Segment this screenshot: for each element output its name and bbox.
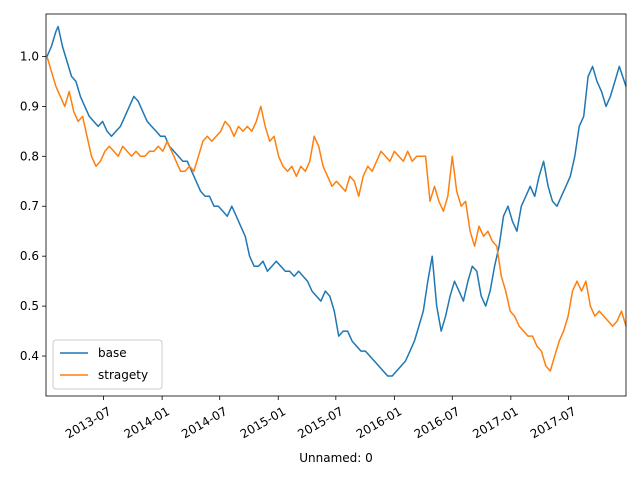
legend-label-base: base	[98, 346, 127, 360]
x-axis-label: Unnamed: 0	[299, 451, 373, 465]
y-tick-label: 0.4	[20, 349, 39, 363]
y-tick-label: 1.0	[20, 49, 39, 63]
y-tick-label: 0.5	[20, 299, 39, 313]
y-tick-label: 0.7	[20, 199, 39, 213]
y-tick-label: 0.6	[20, 249, 39, 263]
y-tick-label: 0.9	[20, 99, 39, 113]
y-tick-label: 0.8	[20, 149, 39, 163]
legend: base stragety	[53, 340, 162, 389]
legend-label-stragety: stragety	[98, 368, 148, 382]
